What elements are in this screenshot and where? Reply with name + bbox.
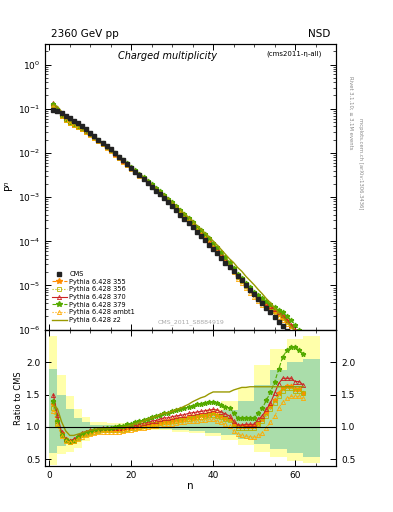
Text: CMS_2011_S8884919: CMS_2011_S8884919: [157, 319, 224, 325]
Pythia 6.428 z2: [301, 337, 306, 343]
Line: Pythia 6.428 356: Pythia 6.428 356: [51, 103, 305, 343]
Pythia 6.428 z2: [51, 101, 56, 108]
Pythia 6.428 355: [51, 101, 56, 108]
CMS: [51, 108, 56, 114]
Pythia 6.428 ambt1: [72, 122, 76, 129]
CMS: [297, 342, 301, 348]
Pythia 6.428 370: [297, 331, 301, 337]
CMS: [301, 346, 306, 352]
Pythia 6.428 355: [117, 154, 121, 160]
Pythia 6.428 356: [72, 122, 76, 128]
Line: CMS: CMS: [51, 109, 305, 351]
Pythia 6.428 379: [51, 101, 56, 107]
Pythia 6.428 356: [301, 338, 306, 344]
Pythia 6.428 356: [202, 234, 207, 241]
Text: NSD: NSD: [308, 29, 330, 39]
Pythia 6.428 ambt1: [301, 339, 306, 345]
Pythia 6.428 356: [117, 155, 121, 161]
Pythia 6.428 ambt1: [268, 308, 273, 314]
Pythia 6.428 z2: [117, 154, 121, 160]
Pythia 6.428 379: [202, 231, 207, 238]
Y-axis label: Ratio to CMS: Ratio to CMS: [14, 371, 23, 424]
Pythia 6.428 370: [51, 99, 56, 105]
Pythia 6.428 355: [72, 122, 76, 128]
Y-axis label: P$^{n}$: P$^{n}$: [4, 181, 17, 193]
Line: Pythia 6.428 355: Pythia 6.428 355: [51, 102, 306, 344]
Pythia 6.428 355: [301, 338, 306, 344]
CMS: [268, 309, 273, 315]
Pythia 6.428 ambt1: [202, 236, 207, 242]
Line: Pythia 6.428 z2: Pythia 6.428 z2: [53, 104, 303, 340]
Pythia 6.428 379: [268, 301, 273, 307]
Text: (cms2011-η-all): (cms2011-η-all): [266, 51, 321, 57]
Pythia 6.428 379: [72, 122, 76, 128]
Pythia 6.428 355: [268, 304, 273, 310]
Pythia 6.428 ambt1: [297, 334, 301, 340]
Pythia 6.428 ambt1: [51, 103, 56, 109]
Text: Rivet 3.1.10; ≥ 3.1M events: Rivet 3.1.10; ≥ 3.1M events: [348, 76, 353, 150]
Line: Pythia 6.428 379: Pythia 6.428 379: [51, 101, 306, 337]
Pythia 6.428 370: [202, 233, 207, 239]
CMS: [100, 140, 105, 146]
CMS: [117, 154, 121, 160]
Pythia 6.428 379: [117, 154, 121, 160]
Pythia 6.428 379: [100, 140, 105, 146]
Pythia 6.428 370: [100, 140, 105, 146]
Text: 2360 GeV pp: 2360 GeV pp: [51, 29, 119, 39]
Legend: CMS, Pythia 6.428 355, Pythia 6.428 356, Pythia 6.428 370, Pythia 6.428 379, Pyt: CMS, Pythia 6.428 355, Pythia 6.428 356,…: [51, 270, 136, 324]
Pythia 6.428 355: [297, 333, 301, 339]
Pythia 6.428 z2: [268, 300, 273, 306]
Pythia 6.428 z2: [72, 120, 76, 126]
Pythia 6.428 379: [301, 332, 306, 338]
Pythia 6.428 370: [268, 303, 273, 309]
CMS: [202, 237, 207, 243]
Pythia 6.428 370: [72, 121, 76, 127]
CMS: [72, 118, 76, 124]
Pythia 6.428 355: [100, 140, 105, 146]
Pythia 6.428 356: [268, 305, 273, 311]
Pythia 6.428 356: [100, 141, 105, 147]
Pythia 6.428 355: [202, 234, 207, 240]
Text: Charged multiplicity: Charged multiplicity: [118, 51, 217, 61]
Line: Pythia 6.428 ambt1: Pythia 6.428 ambt1: [51, 104, 305, 345]
Pythia 6.428 ambt1: [100, 141, 105, 147]
Pythia 6.428 z2: [297, 332, 301, 338]
X-axis label: n: n: [187, 481, 194, 491]
Text: mcplots.cern.ch [arXiv:1306.3436]: mcplots.cern.ch [arXiv:1306.3436]: [358, 118, 363, 209]
Pythia 6.428 356: [51, 102, 56, 109]
Line: Pythia 6.428 370: Pythia 6.428 370: [51, 100, 305, 342]
Pythia 6.428 370: [117, 154, 121, 160]
Pythia 6.428 z2: [202, 230, 207, 236]
Pythia 6.428 z2: [100, 140, 105, 146]
Pythia 6.428 ambt1: [117, 155, 121, 161]
Pythia 6.428 356: [297, 333, 301, 339]
Pythia 6.428 370: [301, 336, 306, 343]
Pythia 6.428 379: [297, 327, 301, 333]
